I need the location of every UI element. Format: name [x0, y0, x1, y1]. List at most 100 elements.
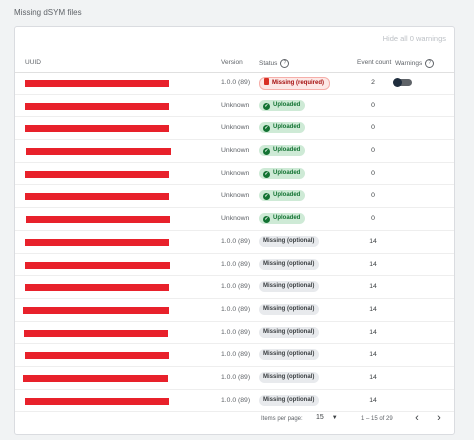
- table-row[interactable]: Unknown ✓ Uploaded 0: [15, 208, 454, 231]
- status-label: Missing (optional): [263, 260, 315, 267]
- version-cell: Unknown: [221, 147, 250, 155]
- event-count-cell: 0: [371, 124, 375, 132]
- warnings-header[interactable]: Warnings?: [395, 59, 435, 68]
- check-circle-icon: ✓: [263, 193, 270, 201]
- version-cell: 1.0.0 (89): [221, 396, 251, 404]
- items-per-page-select[interactable]: 15 ▼: [316, 414, 338, 421]
- version-cell: 1.0.0 (89): [221, 351, 251, 359]
- status-header[interactable]: Status?: [259, 59, 290, 68]
- table-row[interactable]: 1.0.0 (89) Missing (optional) 14: [15, 367, 454, 390]
- status-label: Missing (optional): [263, 328, 315, 335]
- version-cell: 1.0.0 (89): [221, 328, 251, 336]
- status-label: Uploaded: [273, 147, 301, 154]
- table-row[interactable]: 1.0.0 (89) Missing (optional) 14: [15, 276, 454, 299]
- chevron-right-icon[interactable]: ›: [437, 412, 441, 424]
- page-title: Missing dSYM files: [14, 8, 82, 17]
- status-badge-uploaded: ✓ Uploaded: [259, 190, 306, 202]
- status-label: Missing (optional): [263, 351, 315, 358]
- event-count-cell: 14: [369, 260, 377, 268]
- table-row[interactable]: 1.0.0 (89) Missing (required) 2: [15, 72, 454, 95]
- uuid-header[interactable]: UUID: [25, 59, 41, 66]
- status-badge-uploaded: ✓ Uploaded: [259, 122, 306, 134]
- status-badge-optional: Missing (optional): [259, 303, 320, 315]
- help-circle-icon[interactable]: ?: [280, 59, 290, 68]
- uuid-redacted: [25, 193, 169, 201]
- event-count-cell: 0: [371, 192, 375, 200]
- status-label: Missing (required): [272, 80, 325, 86]
- toggle-knob: [393, 78, 402, 87]
- version-cell: Unknown: [221, 101, 250, 109]
- event-count-cell: 0: [371, 215, 375, 223]
- uuid-redacted: [25, 238, 169, 246]
- table-row[interactable]: Unknown ✓ Uploaded 0: [15, 117, 454, 141]
- event-count-cell: 0: [371, 169, 375, 177]
- version-cell: Unknown: [221, 169, 250, 177]
- event-count-cell: 14: [369, 328, 377, 336]
- table-row[interactable]: 1.0.0 (89) Missing (optional) 14: [15, 254, 454, 277]
- check-circle-icon: ✓: [263, 170, 270, 178]
- uuid-redacted: [26, 148, 171, 156]
- table-row[interactable]: 1.0.0 (89) Missing (optional) 14: [15, 299, 454, 322]
- event-count-cell: 0: [371, 101, 375, 109]
- event-count-cell: 14: [369, 373, 377, 381]
- version-cell: 1.0.0 (89): [221, 305, 251, 313]
- check-circle-icon: ✓: [263, 102, 270, 110]
- uuid-redacted: [25, 170, 169, 178]
- status-label: Missing (optional): [263, 373, 315, 380]
- status-badge-uploaded: ✓ Uploaded: [259, 167, 306, 179]
- table-body: 1.0.0 (89) Missing (required) 2 Unknown ✓ Upl…: [15, 72, 454, 413]
- uuid-redacted: [26, 216, 170, 224]
- table-row[interactable]: Unknown ✓ Uploaded 0: [15, 185, 454, 209]
- dsym-table-card: Hide all 0 warnings UUID Version Status?…: [14, 26, 455, 435]
- status-badge-optional: Missing (optional): [259, 281, 320, 293]
- help-circle-icon[interactable]: ?: [425, 59, 435, 68]
- chevron-left-icon[interactable]: ‹: [415, 412, 419, 424]
- event-count-cell: 14: [369, 283, 377, 291]
- status-badge-uploaded: ✓ Uploaded: [259, 213, 306, 225]
- table-row[interactable]: Unknown ✓ Uploaded 0: [15, 140, 454, 163]
- version-cell: Unknown: [221, 192, 250, 200]
- status-label: Missing (optional): [263, 396, 315, 403]
- version-cell: 1.0.0 (89): [221, 260, 251, 268]
- uuid-redacted: [25, 397, 169, 405]
- uuid-redacted: [25, 352, 169, 360]
- status-label: Missing (optional): [263, 305, 315, 312]
- event-count-cell: 0: [371, 147, 375, 155]
- uuid-redacted: [24, 329, 168, 337]
- status-label: Missing (optional): [263, 237, 315, 244]
- table-row[interactable]: 1.0.0 (89) Missing (optional) 14: [15, 344, 454, 367]
- status-label: Uploaded: [273, 169, 301, 176]
- table-row[interactable]: Unknown ✓ Uploaded 0: [15, 163, 454, 186]
- table-row[interactable]: 1.0.0 (89) Missing (optional) 14: [15, 322, 454, 345]
- warning-toggle[interactable]: [393, 78, 412, 87]
- version-header[interactable]: Version: [221, 59, 243, 66]
- version-cell: 1.0.0 (89): [221, 237, 251, 245]
- status-badge-optional: Missing (optional): [259, 394, 320, 406]
- event-count-cell: 14: [369, 396, 377, 404]
- table-row[interactable]: 1.0.0 (89) Missing (optional) 14: [15, 390, 454, 413]
- hide-warnings-button[interactable]: Hide all 0 warnings: [382, 34, 446, 43]
- status-badge-uploaded: ✓ Uploaded: [259, 99, 306, 111]
- status-badge-optional: Missing (optional): [259, 258, 320, 270]
- table-row[interactable]: 1.0.0 (89) Missing (optional) 14: [15, 231, 454, 254]
- uuid-redacted: [25, 284, 169, 292]
- uuid-redacted: [25, 80, 169, 87]
- version-cell: Unknown: [221, 124, 250, 132]
- table-row[interactable]: Unknown ✓ Uploaded 0: [15, 95, 454, 118]
- chevron-down-icon: ▼: [331, 415, 338, 421]
- pagination-footer: Items per page: 15 ▼ 1 – 15 of 29 ‹ ›: [15, 406, 454, 434]
- check-circle-icon: ✓: [263, 148, 270, 156]
- status-badge-optional: Missing (optional): [259, 235, 320, 247]
- uuid-redacted: [25, 125, 169, 133]
- uuid-redacted: [25, 102, 169, 110]
- status-badge-required: Missing (required): [259, 77, 331, 90]
- event-count-cell: 14: [369, 305, 377, 313]
- version-cell: 1.0.0 (89): [221, 79, 251, 86]
- status-label: Uploaded: [273, 215, 301, 222]
- event-count-header[interactable]: Event count: [357, 59, 392, 66]
- version-cell: 1.0.0 (89): [221, 373, 251, 381]
- status-label: Uploaded: [273, 192, 301, 199]
- file-icon: [264, 78, 269, 85]
- event-count-cell: 14: [369, 351, 377, 359]
- version-cell: Unknown: [221, 215, 250, 223]
